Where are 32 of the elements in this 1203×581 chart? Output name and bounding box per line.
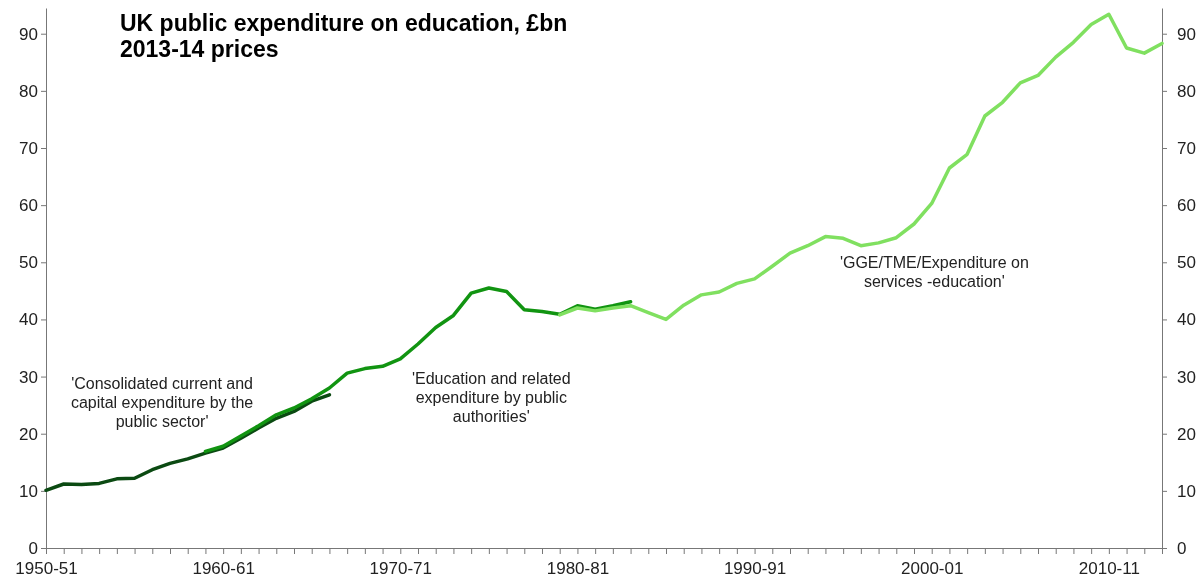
y-tick-label: 60 (19, 196, 38, 216)
y-tick-label: 10 (19, 481, 38, 501)
y-tick-label: 80 (19, 81, 38, 101)
y-tick-label: 50 (19, 253, 38, 273)
y2-tick-label: 80 (1177, 81, 1196, 101)
y2-tick-label: 10 (1177, 481, 1196, 501)
y2-tick-label: 30 (1177, 367, 1196, 387)
x-tick-label: 1960-61 (192, 559, 255, 579)
y-tick-label: 0 (28, 538, 38, 558)
y2-tick-label: 0 (1177, 538, 1187, 558)
y2-tick-label: 40 (1177, 310, 1196, 330)
x-tick-label: 2000-01 (901, 559, 964, 579)
y-tick-label: 90 (19, 24, 38, 44)
y2-tick-label: 90 (1177, 24, 1196, 44)
y-tick-label: 30 (19, 367, 38, 387)
line-series (44, 393, 332, 493)
annotation: 'Education and related expenditure by public authorities' (411, 369, 571, 425)
annotation: 'GGE/TME/Expenditure on services -education' (839, 253, 1029, 290)
y2-tick-label: 70 (1177, 138, 1196, 158)
x-tick-label: 1950-51 (15, 559, 78, 579)
y2-tick-label: 60 (1177, 196, 1196, 216)
y-tick-label: 40 (19, 310, 38, 330)
x-tick-label: 1990-91 (723, 559, 787, 579)
y-tick-label: 20 (19, 424, 38, 444)
y2-tick-label: 50 (1177, 253, 1196, 273)
y-tick-label: 70 (19, 138, 38, 158)
annotation: 'Consolidated current and capital expenditure by the public sector' (70, 374, 254, 430)
x-tick-label: 1980-81 (546, 559, 610, 579)
y2-tick-label: 20 (1177, 424, 1196, 444)
x-tick-label: 1970-71 (369, 559, 432, 579)
text: UK public expenditure on education, £bn 2013-14 prices (120, 10, 568, 62)
x-tick-label: 2010-11 (1078, 559, 1140, 579)
